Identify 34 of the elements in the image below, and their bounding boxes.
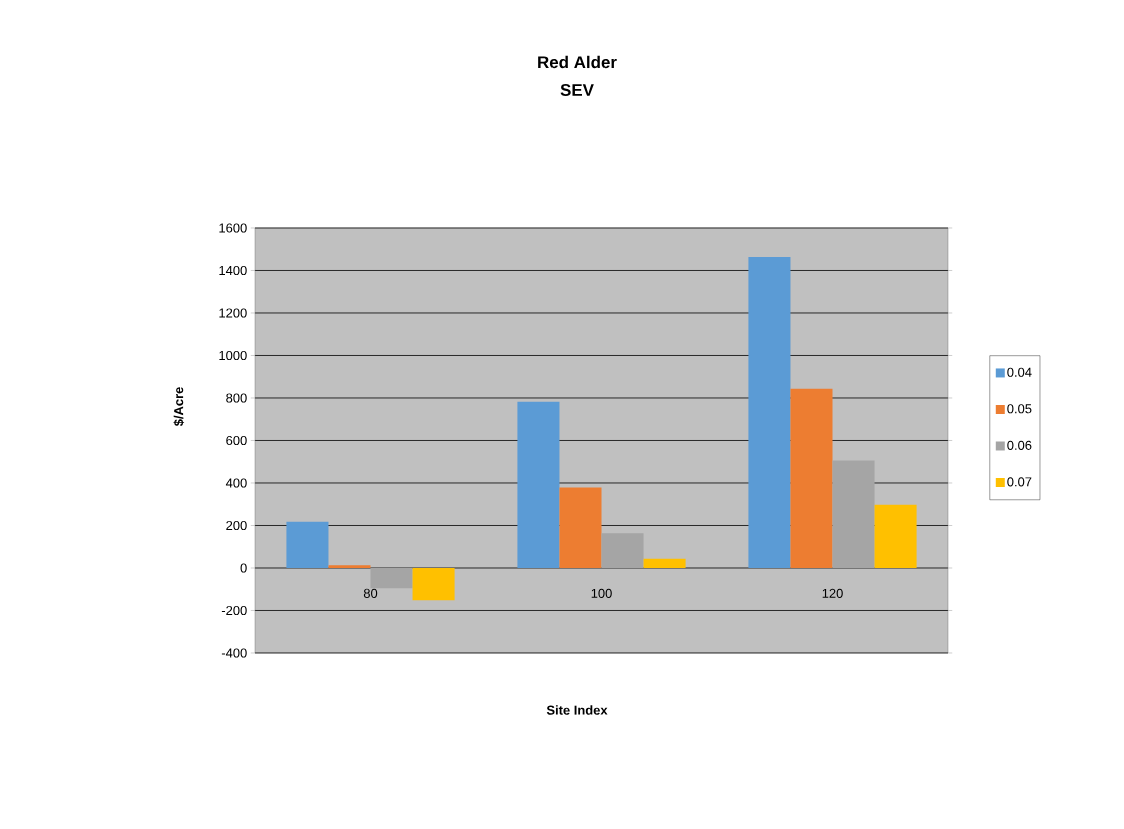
y-tick-label: 0 [240,563,247,573]
x-tick-label: 100 [591,588,612,598]
x-tick-label: 120 [822,588,843,598]
y-tick-label: 1400 [219,265,247,276]
y-tick-label: -200 [221,605,247,616]
y-tick-label: 200 [226,520,247,531]
bar [832,460,875,568]
bar [790,388,833,568]
legend-label: 0.04 [1007,367,1032,377]
y-tick-label: 1200 [219,308,247,318]
x-axis-title: Site Index [546,705,608,715]
y-axis-title: $/Acre [173,387,185,427]
bar [517,401,560,568]
y-tick-label: 800 [226,393,247,403]
y-tick-label: -400 [221,648,247,658]
x-tick-label: 80 [363,588,378,598]
legend-label: 0.05 [1007,404,1032,414]
bar [412,567,455,601]
legend-label: 0.07 [1007,477,1032,487]
chart-subtitle: SEV [560,83,594,96]
y-tick-label: 1600 [219,223,247,233]
bar [643,558,686,568]
bar [601,533,644,568]
bar [748,257,791,568]
legend-label: 0.06 [1007,440,1032,450]
bar [370,567,413,589]
y-tick-label: 400 [225,478,247,488]
chart-title: Red Alder [538,55,617,69]
bar [559,487,602,568]
y-tick-label: 600 [226,435,247,446]
y-tick-label: 1000 [219,350,247,361]
bar [286,521,329,568]
bar [328,565,371,568]
bar [874,504,917,568]
